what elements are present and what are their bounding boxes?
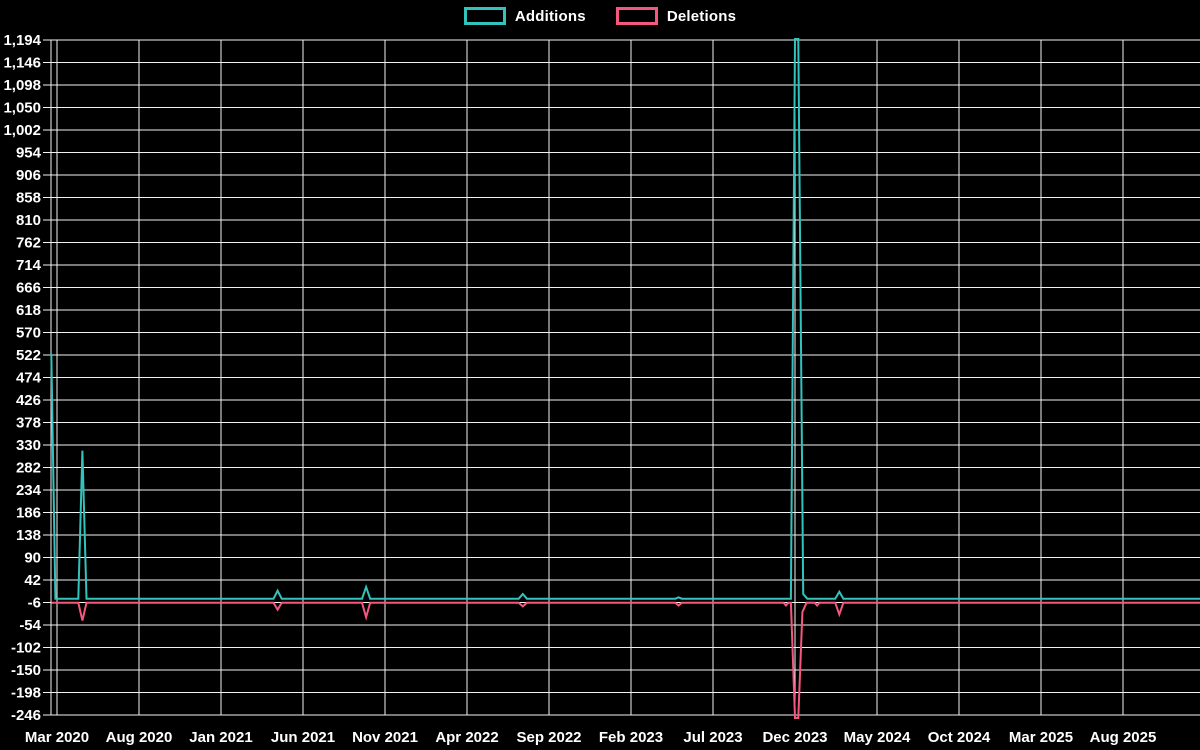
legend-item-deletions[interactable]: Deletions [615, 7, 737, 25]
x-tick-label: Aug 2020 [106, 729, 173, 746]
chart-legend: Additions Deletions [0, 7, 1200, 25]
x-tick-label: Sep 2022 [516, 729, 581, 746]
y-tick-label: -150 [11, 662, 41, 679]
legend-item-additions[interactable]: Additions [463, 7, 586, 25]
x-tick-label: May 2024 [844, 729, 911, 746]
y-tick-label: 570 [16, 325, 41, 342]
series-line-additions [50, 38, 1200, 600]
y-tick-label: 474 [16, 370, 42, 387]
y-tick-label: 330 [16, 437, 41, 454]
y-tick-label: 858 [16, 190, 41, 207]
y-tick-label: 1,050 [3, 100, 41, 117]
y-tick-label: 138 [16, 527, 41, 544]
y-tick-label: 1,146 [3, 55, 41, 72]
x-tick-label: Mar 2025 [1009, 729, 1073, 746]
y-tick-label: -246 [11, 707, 41, 724]
y-tick-label: -102 [11, 640, 41, 657]
series-line-deletions [51, 601, 1200, 719]
y-tick-label: 666 [16, 280, 41, 297]
x-tick-label: Feb 2023 [599, 729, 663, 746]
y-tick-label: 522 [16, 347, 41, 364]
y-tick-label: 378 [16, 415, 41, 432]
y-tick-label: 954 [16, 145, 42, 162]
y-tick-label: 42 [24, 572, 41, 589]
x-tick-label: Jan 2021 [189, 729, 252, 746]
y-tick-label: -198 [11, 685, 41, 702]
y-tick-label: 810 [16, 212, 41, 229]
x-tick-label: Jul 2023 [683, 729, 742, 746]
y-tick-label: -6 [28, 595, 41, 612]
y-tick-label: -54 [19, 617, 41, 634]
y-tick-label: 1,194 [3, 32, 41, 49]
x-tick-label: Mar 2020 [25, 729, 89, 746]
legend-label-additions: Additions [514, 7, 586, 25]
y-tick-label: 714 [16, 257, 42, 274]
legend-label-deletions: Deletions [666, 7, 737, 25]
x-tick-label: Jun 2021 [271, 729, 335, 746]
deletions-swatch-icon [615, 7, 658, 25]
additions-swatch-icon [463, 7, 506, 25]
gridlines [43, 39, 1200, 716]
y-tick-label: 186 [16, 505, 41, 522]
y-tick-label: 618 [16, 302, 41, 319]
x-tick-label: Nov 2021 [352, 729, 418, 746]
x-tick-label: Dec 2023 [762, 729, 827, 746]
y-tick-label: 234 [16, 482, 42, 499]
axis-labels: 1,194 1,146 1,098 1,050 1,002 954 906 858 810 762… [3, 32, 1156, 746]
x-tick-label: Aug 2025 [1090, 729, 1157, 746]
x-tick-label: Apr 2022 [435, 729, 498, 746]
x-tick-label: Oct 2024 [928, 729, 991, 746]
y-tick-label: 1,002 [3, 122, 41, 139]
y-tick-label: 282 [16, 460, 41, 477]
y-tick-label: 906 [16, 167, 41, 184]
y-tick-label: 762 [16, 235, 41, 252]
y-tick-label: 1,098 [3, 77, 41, 94]
y-tick-label: 426 [16, 392, 41, 409]
y-tick-label: 90 [24, 550, 41, 567]
